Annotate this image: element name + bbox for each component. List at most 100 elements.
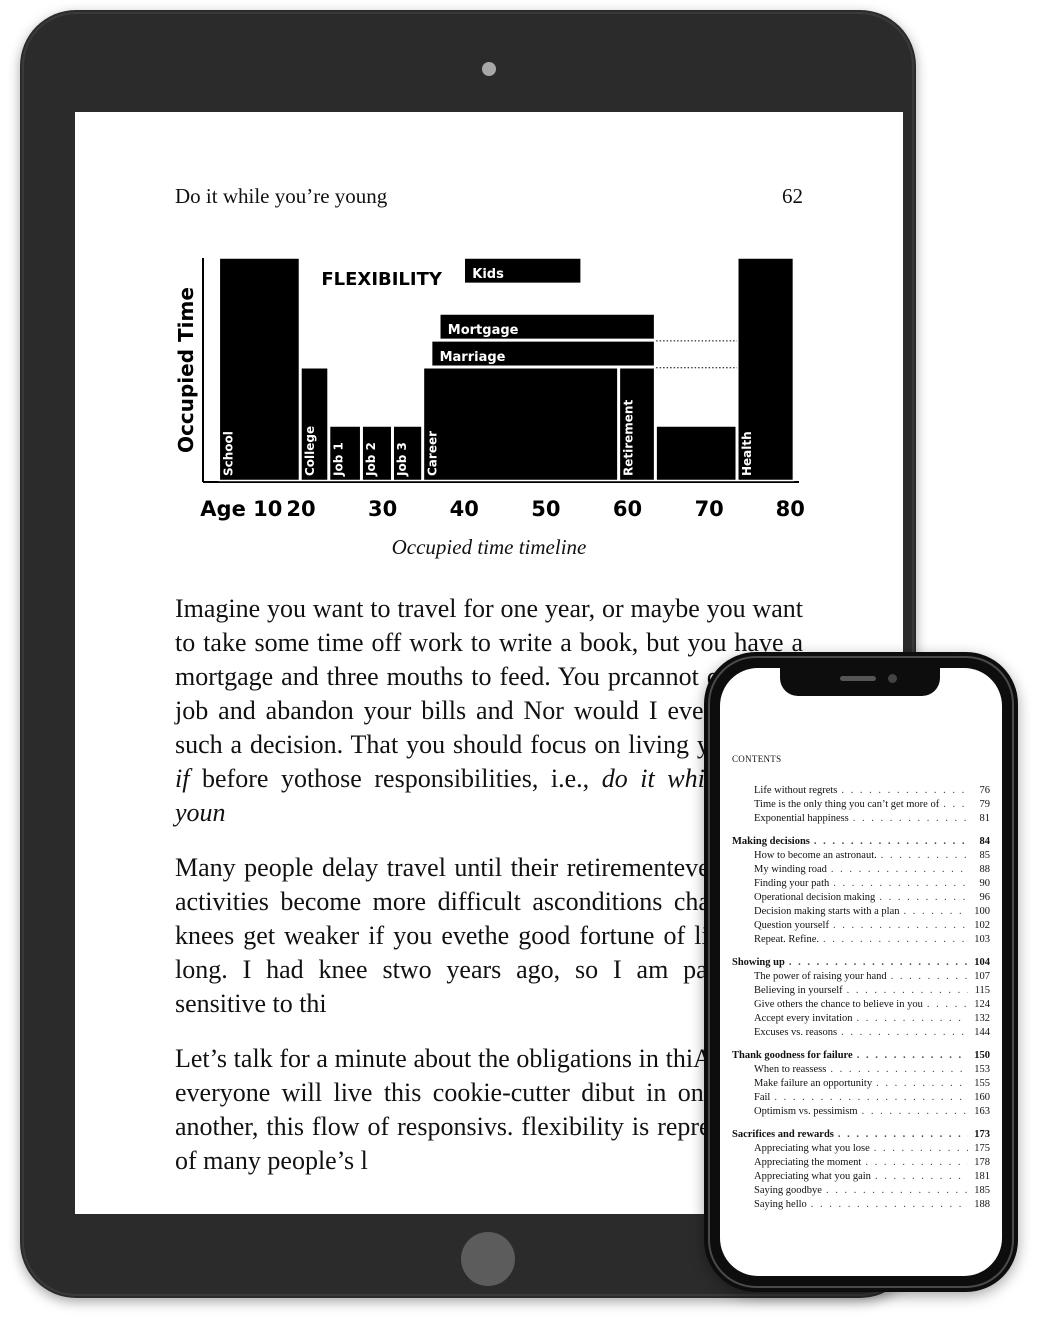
bar-label: Kids: [472, 267, 504, 282]
text-run: Many people delay travel until their ret…: [175, 853, 674, 882]
x-tick-label: 20: [286, 497, 315, 521]
toc-entry[interactable]: Time is the only thing you can’t get mor…: [732, 798, 990, 812]
toc-leader-dots: [841, 784, 968, 798]
toc-leader-dots: [943, 798, 968, 812]
chart-bar-health: [737, 257, 795, 482]
toc-entry[interactable]: Sacrifices and rewards 173: [732, 1128, 990, 1142]
toc-leader-dots: [831, 863, 968, 877]
toc-leader-dots: [891, 970, 968, 984]
toc-entry[interactable]: Appreciating what you lose 175: [732, 1142, 990, 1156]
toc-entry-page: 178: [974, 1157, 990, 1168]
figure-caption: Occupied time timeline: [391, 535, 587, 559]
text-run: you should focus on living your: [406, 730, 753, 759]
toc-entry-title: Accept every invitation: [754, 1013, 853, 1024]
chart-bar-retirement: [618, 367, 656, 482]
body-text: Imagine you want to travel for one year,…: [175, 592, 803, 1199]
toc-entry[interactable]: Give others the chance to believe in you…: [732, 998, 990, 1012]
toc-entry[interactable]: Question yourself 102: [732, 919, 990, 933]
home-button[interactable]: [461, 1232, 515, 1286]
toc-entry[interactable]: Believing in yourself 115: [732, 984, 990, 998]
toc-entry[interactable]: Making decisions 84: [732, 835, 990, 849]
toc-entry-title: My winding road: [754, 864, 827, 875]
toc-leader-dots: [789, 956, 968, 970]
bar-label: Job 3: [395, 442, 409, 477]
toc-entry-page: 84: [979, 836, 991, 847]
toc-entry[interactable]: Life without regrets 76: [732, 784, 990, 798]
toc-leader-dots: [904, 905, 968, 919]
running-title: Do it while you’re young: [175, 184, 388, 208]
text-run: before yo: [189, 764, 307, 793]
toc-entry-page: 173: [974, 1129, 990, 1140]
toc-entry[interactable]: Finding your path 90: [732, 877, 990, 891]
x-tick-label: 70: [695, 497, 724, 521]
toc-entry-page: 181: [974, 1171, 990, 1182]
flexibility-annotation: FLEXIBILITY: [321, 269, 442, 290]
toc-entry-title: Saying goodbye: [754, 1185, 822, 1196]
toc-entry-page: 85: [979, 850, 991, 861]
toc-entry[interactable]: Saying hello 188: [732, 1198, 990, 1212]
toc-entry-title: Appreciating what you lose: [754, 1143, 870, 1154]
toc-entry-page: 90: [979, 878, 991, 889]
toc-entry[interactable]: Make failure an opportunity 155: [732, 1077, 990, 1091]
bar-label: Job 1: [332, 442, 346, 477]
toc-entry-page: 188: [974, 1199, 990, 1210]
toc-entry-title: Fail: [754, 1092, 771, 1103]
table-of-contents: CONTENTS Life without regrets 76 Time is t…: [732, 754, 990, 1221]
toc-entry-page: 175: [974, 1143, 990, 1154]
toc-entry[interactable]: Optimism vs. pessimism 163: [732, 1105, 990, 1119]
x-tick-label: 60: [613, 497, 642, 521]
toc-entry-page: 79: [979, 799, 991, 810]
toc-entry-title: Give others the chance to believe in you: [754, 999, 923, 1010]
toc-entry[interactable]: Appreciating what you gain 181: [732, 1170, 990, 1184]
toc-leader-dots: [847, 984, 968, 998]
x-tick-label: 30: [368, 497, 397, 521]
toc-entry-title: Showing up: [732, 957, 785, 968]
phone-bezel: [708, 656, 1014, 1288]
toc-entry[interactable]: How to become an astronaut. 85: [732, 849, 990, 863]
toc-entry[interactable]: Appreciating the moment 178: [732, 1156, 990, 1170]
toc-entry[interactable]: Showing up 104: [732, 956, 990, 970]
toc-entry[interactable]: Excuses vs. reasons 144: [732, 1026, 990, 1040]
toc-entry[interactable]: Repeat. Refine. 103: [732, 933, 990, 947]
text-run: Let’s talk for a minute about the obliga…: [175, 1044, 694, 1073]
toc-leader-dots: [814, 835, 968, 849]
toc-entry-page: 81: [979, 813, 991, 824]
toc-entry-page: 153: [974, 1064, 990, 1075]
toc-entry[interactable]: Accept every invitation 132: [732, 1012, 990, 1026]
toc-entry-page: 160: [974, 1092, 990, 1103]
toc-entry-title: Believing in yourself: [754, 985, 843, 996]
toc-entry[interactable]: Decision making starts with a plan 100: [732, 905, 990, 919]
front-camera: [888, 674, 897, 683]
toc-section: Making decisions 84 How to become an astro…: [732, 835, 990, 947]
toc-entry-title: Appreciating the moment: [754, 1157, 862, 1168]
toc-entry-page: 132: [974, 1013, 990, 1024]
toc-entry-title: When to reassess: [754, 1064, 827, 1075]
toc-entry-title: The power of raising your hand: [754, 971, 887, 982]
toc-entry-page: 103: [974, 934, 990, 945]
toc-leader-dots: [826, 1184, 968, 1198]
chart-bar-career: [422, 367, 619, 482]
text-run: those responsibilities, i.e.,: [306, 764, 602, 793]
toc-entry-page: 88: [979, 864, 991, 875]
toc-entry-page: 150: [974, 1050, 990, 1061]
toc-entry[interactable]: The power of raising your hand 107: [732, 970, 990, 984]
toc-entry[interactable]: Fail 160: [732, 1091, 990, 1105]
toc-entry[interactable]: Operational decision making 96: [732, 891, 990, 905]
bar-label: Career: [425, 431, 439, 476]
toc-leader-dots: [927, 998, 968, 1012]
toc-entry[interactable]: Thank goodness for failure 150: [732, 1049, 990, 1063]
toc-entry[interactable]: When to reassess 153: [732, 1063, 990, 1077]
toc-entry[interactable]: My winding road 88: [732, 863, 990, 877]
toc-entry-title: How to become an astronaut.: [754, 850, 877, 861]
toc-entry-title: Making decisions: [732, 836, 810, 847]
toc-entry-page: 124: [974, 999, 990, 1010]
chart-bar-school: [218, 257, 301, 482]
toc-entry[interactable]: Saying goodbye 185: [732, 1184, 990, 1198]
toc-entry-page: 76: [979, 785, 991, 796]
toc-entry-title: Question yourself: [754, 920, 829, 931]
toc-entry[interactable]: Exponential happiness 81: [732, 812, 990, 826]
toc-entry-title: Make failure an opportunity: [754, 1078, 873, 1089]
chart-bar-mortgage: [439, 313, 656, 341]
tablet-camera: [482, 62, 496, 76]
toc-leader-dots: [874, 1142, 968, 1156]
